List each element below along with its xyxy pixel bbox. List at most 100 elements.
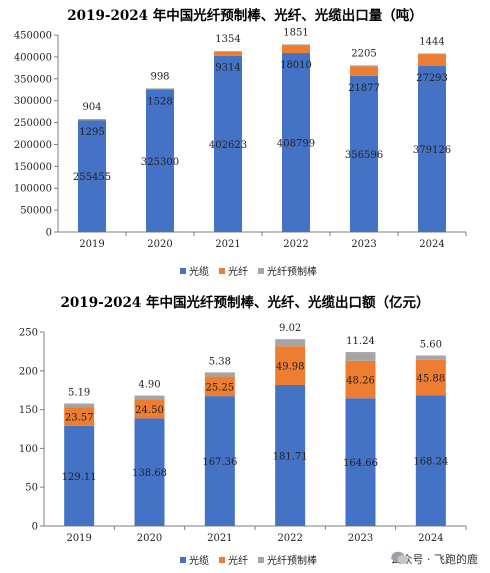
data-label-fiber: 23.57 <box>65 413 94 424</box>
bar-cable <box>345 398 376 526</box>
y-tick-label: 250 <box>19 328 38 339</box>
y-tick-label: 350000 <box>14 74 52 85</box>
data-label-fiber: 27293 <box>416 73 448 84</box>
y-tick-label: 300000 <box>14 96 52 107</box>
data-label-fiber: 18010 <box>280 60 312 71</box>
x-tick-label: 2021 <box>207 533 232 544</box>
y-tick-label: 200000 <box>14 140 52 151</box>
y-tick-label: 100000 <box>14 184 52 195</box>
bar-fiber <box>146 88 174 90</box>
data-label-cable: 379126 <box>413 145 451 156</box>
data-label-preform: 1851 <box>283 27 308 38</box>
y-tick-label: 100 <box>19 444 38 455</box>
bar-cable <box>282 53 310 232</box>
chart-title: 2019-2024 年中国光纤预制棒、光纤、光缆出口额（亿元） <box>60 295 430 311</box>
y-tick-label: 50 <box>25 483 38 494</box>
legend-swatch-preform <box>258 557 264 563</box>
bar-fiber <box>275 346 306 385</box>
bar-cable <box>64 425 95 526</box>
data-label-cable: 164.66 <box>343 458 378 469</box>
bar-fiber <box>418 54 446 67</box>
bar-cable <box>134 418 165 526</box>
data-label-cable: 181.71 <box>273 451 308 462</box>
data-label-cable: 167.36 <box>202 457 237 468</box>
bar-preform <box>146 88 174 89</box>
data-label-cable: 402623 <box>209 140 247 151</box>
data-label-preform: 11.24 <box>346 336 375 347</box>
x-tick-label: 2020 <box>137 533 162 544</box>
legend-label-cable: 光缆 <box>189 265 209 278</box>
bar-preform <box>418 53 446 55</box>
data-label-cable: 168.24 <box>413 457 448 468</box>
legend-label-fiber: 光纤 <box>228 265 248 278</box>
bar-fiber <box>415 359 446 396</box>
y-tick-label: 0 <box>32 522 38 533</box>
data-label-cable: 408799 <box>277 139 315 150</box>
data-label-preform: 5.60 <box>420 339 442 350</box>
legend-swatch-preform <box>258 268 264 274</box>
bar-cable <box>78 120 106 232</box>
x-tick-label: 2022 <box>277 533 302 544</box>
bar-preform <box>345 352 376 361</box>
export-volume-chart: 2019-2024 年中国光纤预制棒、光纤、光缆出口量（吨） 0 50000 100… <box>14 8 467 278</box>
legend-swatch-cable <box>180 557 186 563</box>
chart-canvas: 0 50 100 150 200 250 2019 129.11 23.57 5.19 2020 13… <box>19 323 467 567</box>
bar-fiber <box>345 360 376 399</box>
bar-fiber <box>78 119 106 121</box>
bar-preform <box>64 403 95 408</box>
x-tick-label: 2023 <box>348 533 373 544</box>
data-label-fiber: 9314 <box>215 63 240 74</box>
y-tick-label: 0 <box>46 228 52 239</box>
y-tick-label: 450000 <box>14 31 52 42</box>
data-label-cable: 255455 <box>73 172 111 183</box>
legend-label-cable: 光缆 <box>189 554 209 567</box>
data-label-cable: 129.11 <box>62 472 97 483</box>
y-tick-label: 400000 <box>14 52 52 63</box>
data-label-cable: 356596 <box>345 150 383 161</box>
x-tick-label: 2019 <box>66 533 91 544</box>
bar-cable <box>350 75 378 232</box>
y-tick-label: 150000 <box>14 162 52 173</box>
y-tick-label: 250000 <box>14 118 52 129</box>
chart-title: 2019-2024 年中国光纤预制棒、光纤、光缆出口量（吨） <box>67 8 423 24</box>
legend-swatch-fiber <box>219 268 225 274</box>
bar-fiber <box>282 45 310 54</box>
data-label-fiber: 45.88 <box>417 374 446 385</box>
x-tick-label: 2024 <box>418 533 443 544</box>
bar-cable <box>214 55 242 232</box>
data-label-fiber: 48.26 <box>346 375 375 386</box>
bar-fiber <box>204 376 235 397</box>
bar-preform <box>78 119 106 120</box>
bar-cable <box>415 395 446 526</box>
data-label-fiber: 1528 <box>147 97 172 108</box>
data-label-cable: 138.68 <box>132 468 167 479</box>
watermark-text: 公众号 · 飞跑的鹿 <box>390 553 479 566</box>
chart-canvas: 0 50000 100000 150000 200000 250000 300000 3500… <box>14 27 467 278</box>
legend-swatch-fiber <box>219 557 225 563</box>
bar-fiber <box>134 399 165 419</box>
legend-label-fiber: 光纤 <box>228 554 248 567</box>
bar-cable <box>418 66 446 232</box>
y-tick-label: 200 <box>19 366 38 377</box>
y-tick-label: 150 <box>19 405 38 416</box>
data-label-preform: 1354 <box>215 34 240 45</box>
data-label-fiber: 21877 <box>348 83 380 94</box>
export-value-chart: 2019-2024 年中国光纤预制棒、光纤、光缆出口额（亿元） 0 50 100 15… <box>0 287 490 573</box>
data-label-fiber: 1295 <box>79 127 104 138</box>
watermark: 公众号 · 飞跑的鹿 <box>390 551 479 567</box>
legend-label-preform: 光纤预制棒 <box>267 554 317 567</box>
bar-fiber <box>64 407 95 426</box>
x-tick-label: 2022 <box>283 239 308 250</box>
bar-cable <box>146 89 174 233</box>
data-label-preform: 2205 <box>351 48 376 59</box>
x-tick-label: 2019 <box>79 239 104 250</box>
data-label-cable: 325300 <box>141 157 179 168</box>
data-label-preform: 4.90 <box>138 380 160 391</box>
data-label-preform: 904 <box>82 102 101 113</box>
data-label-preform: 1444 <box>419 36 444 47</box>
bar-fiber <box>214 51 242 56</box>
data-label-preform: 998 <box>150 71 169 82</box>
bar-preform <box>204 372 235 377</box>
y-tick-label: 50000 <box>20 206 52 217</box>
data-label-preform: 5.19 <box>68 387 90 398</box>
